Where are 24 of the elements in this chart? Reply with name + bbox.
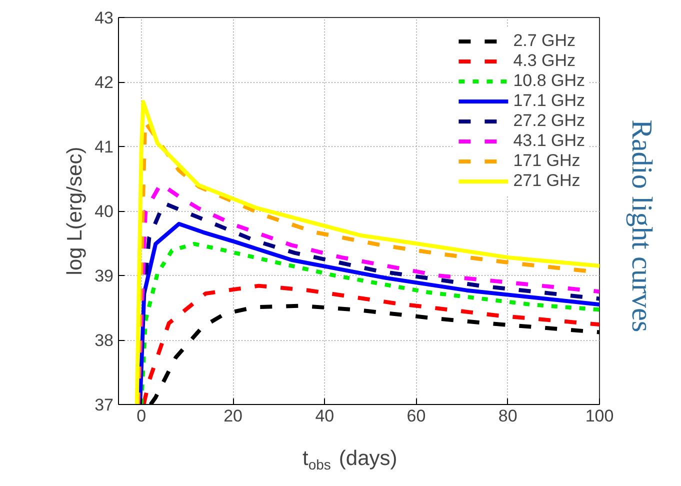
x-tick-label: 40	[315, 406, 334, 426]
legend-label: 271 GHz	[513, 171, 580, 191]
y-tick-label: 40	[94, 202, 114, 221]
x-tick-label: 60	[406, 406, 426, 426]
legend-label: 10.8 GHz	[513, 71, 585, 91]
y-axis-title: log L(erg/sec)	[64, 146, 87, 276]
y-tick-label: 41	[94, 138, 114, 156]
legend-label: 171 GHz	[513, 151, 580, 171]
legend-label: 4.3 GHz	[513, 51, 576, 71]
legend-label: 17.1 GHz	[513, 91, 585, 111]
y-tick-label: 37	[94, 396, 114, 414]
y-tick-label: 39	[94, 266, 114, 286]
text: Radio light curves	[626, 120, 658, 332]
line-series	[142, 284, 600, 404]
y-tick-label: 42	[94, 73, 114, 92]
x-tick-label: 0	[136, 406, 146, 426]
y-tick-label: 38	[94, 331, 114, 350]
legend-label: 27.2 GHz	[513, 111, 585, 131]
y-tick-label: 43	[94, 8, 114, 28]
x-tick-label: 100	[585, 406, 614, 426]
x-tick-label: 20	[224, 406, 242, 426]
legend-label: 43.1 GHz	[513, 131, 585, 151]
x-tick-label: 80	[498, 406, 518, 426]
legend-label: 2.7 GHz	[513, 31, 576, 51]
